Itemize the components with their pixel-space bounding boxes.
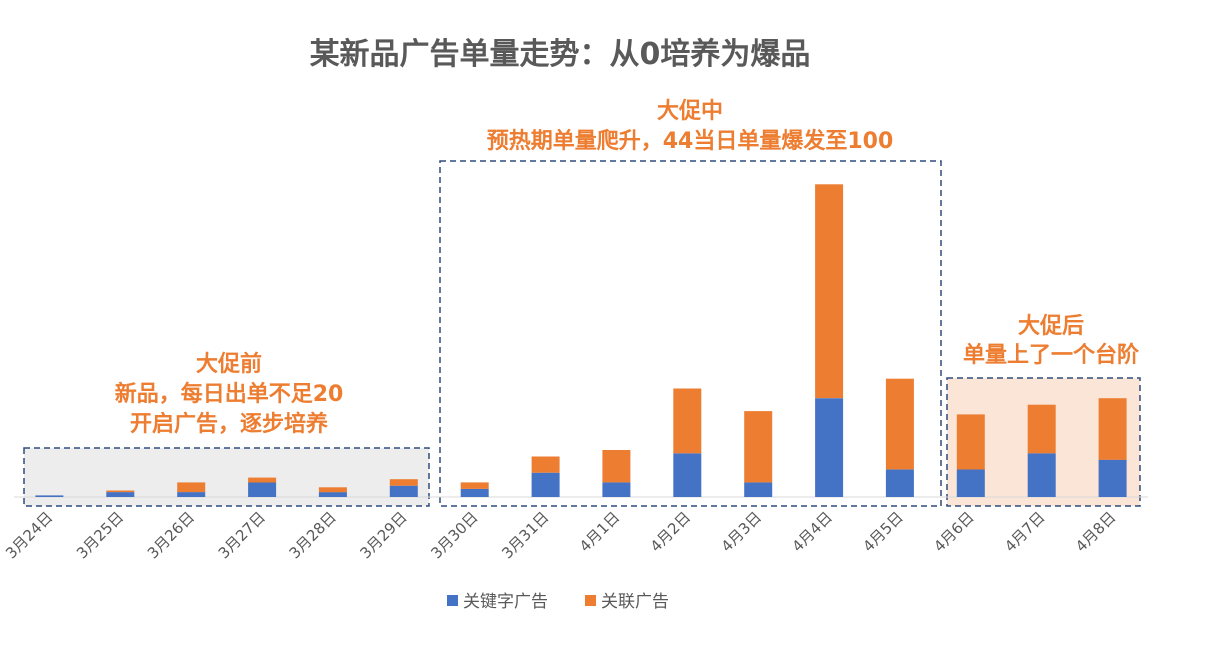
bar-related-9 bbox=[673, 388, 702, 454]
bar-related-12 bbox=[885, 378, 914, 470]
annotation-post-title: 大促后 bbox=[1018, 314, 1084, 339]
bar-keyword-0 bbox=[35, 495, 64, 497]
bar-related-1 bbox=[106, 490, 135, 493]
bar-keyword-13 bbox=[956, 469, 985, 497]
x-tick-label: 4月5日 bbox=[859, 508, 906, 555]
bar-related-3 bbox=[248, 477, 277, 483]
x-tick-label: 4月8日 bbox=[1072, 508, 1119, 555]
bar-related-15 bbox=[1098, 398, 1127, 460]
x-tick-label: 3月24日 bbox=[2, 508, 56, 562]
bar-keyword-8 bbox=[602, 482, 631, 497]
legend-swatch-keyword bbox=[447, 595, 458, 606]
bar-keyword-9 bbox=[673, 453, 702, 497]
bar-keyword-3 bbox=[248, 482, 277, 497]
bar-related-13 bbox=[956, 414, 985, 470]
legend-label-keyword: 关键字广告 bbox=[463, 592, 548, 612]
x-tick-label: 3月28日 bbox=[286, 508, 340, 562]
x-tick-label: 3月27日 bbox=[215, 508, 269, 562]
annotation-pre-title: 大促前 bbox=[196, 351, 262, 377]
bar-keyword-15 bbox=[1098, 459, 1127, 497]
annotation-pre-line2: 开启广告，逐步培养 bbox=[130, 411, 328, 437]
x-tick-label: 4月1日 bbox=[576, 508, 623, 555]
bar-related-5 bbox=[389, 479, 418, 486]
x-tick-label: 4月3日 bbox=[718, 508, 765, 555]
x-tick-label: 3月25日 bbox=[73, 508, 127, 562]
annotation-during-line1: 预热期单量爬升，44当日单量爆发至100 bbox=[487, 128, 894, 154]
x-tick-label: 3月31日 bbox=[498, 508, 552, 562]
bar-related-8 bbox=[602, 450, 631, 483]
annotation-pre-line1: 新品，每日出单不足20 bbox=[115, 381, 344, 407]
legend: 关键字广告 关联广告 bbox=[447, 592, 669, 612]
bar-keyword-4 bbox=[318, 492, 347, 497]
bars-group bbox=[35, 184, 1127, 497]
bar-related-4 bbox=[318, 487, 347, 493]
x-tick-label: 3月29日 bbox=[356, 508, 410, 562]
bar-keyword-6 bbox=[460, 488, 489, 497]
bar-keyword-11 bbox=[815, 398, 844, 497]
bar-keyword-5 bbox=[389, 485, 418, 497]
bar-related-14 bbox=[1027, 404, 1056, 454]
promo-box bbox=[439, 160, 942, 507]
legend-label-related: 关联广告 bbox=[601, 592, 669, 612]
chart-title: 某新品广告单量走势：从0培养为爆品 bbox=[310, 37, 811, 72]
bar-keyword-2 bbox=[177, 492, 206, 497]
bar-keyword-12 bbox=[885, 469, 914, 497]
x-tick-label: 4月4日 bbox=[788, 508, 835, 555]
x-tick-label: 4月7日 bbox=[1001, 508, 1048, 555]
x-ticks-group: 3月24日 3月25日 3月26日 3月27日 3月28日 3月29日 3月30日 3月31日… bbox=[2, 508, 1119, 562]
x-tick-label: 3月26日 bbox=[144, 508, 198, 562]
x-tick-label: 3月30日 bbox=[427, 508, 481, 562]
x-tick-label: 4月2日 bbox=[647, 508, 694, 555]
annotation-during-title: 大促中 bbox=[657, 99, 723, 124]
bar-related-10 bbox=[744, 411, 773, 483]
bar-keyword-7 bbox=[531, 472, 560, 497]
annotation-post-line1: 单量上了一个台阶 bbox=[963, 342, 1140, 368]
x-tick-label: 4月6日 bbox=[930, 508, 977, 555]
bar-keyword-1 bbox=[106, 492, 135, 497]
pre-promo-box bbox=[23, 447, 430, 507]
bar-related-2 bbox=[177, 482, 206, 493]
legend-swatch-related bbox=[585, 595, 596, 606]
bar-related-7 bbox=[531, 456, 560, 473]
bar-related-11 bbox=[815, 184, 844, 399]
bar-keyword-14 bbox=[1027, 453, 1056, 497]
bar-keyword-10 bbox=[744, 482, 773, 497]
bar-related-6 bbox=[460, 482, 489, 489]
